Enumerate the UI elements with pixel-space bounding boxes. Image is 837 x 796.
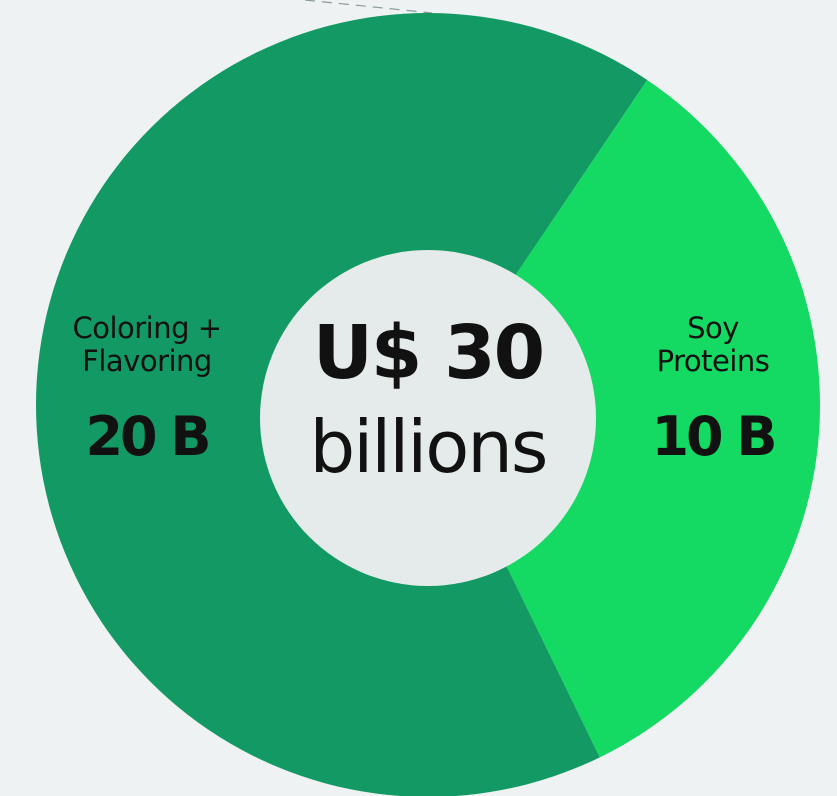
- slice-label: Coloring + Flavoring: [72, 311, 222, 379]
- value-label: 20 B: [85, 405, 211, 468]
- slice: [428, 80, 820, 758]
- slice-label: Soy Proteins: [656, 311, 770, 379]
- value-label: 10 B: [651, 405, 777, 468]
- donut-hole: [260, 250, 596, 586]
- dashed-connector: [304, 0, 433, 14]
- center-subtitle: billions: [309, 405, 549, 489]
- center-title: U$ 30: [312, 310, 545, 396]
